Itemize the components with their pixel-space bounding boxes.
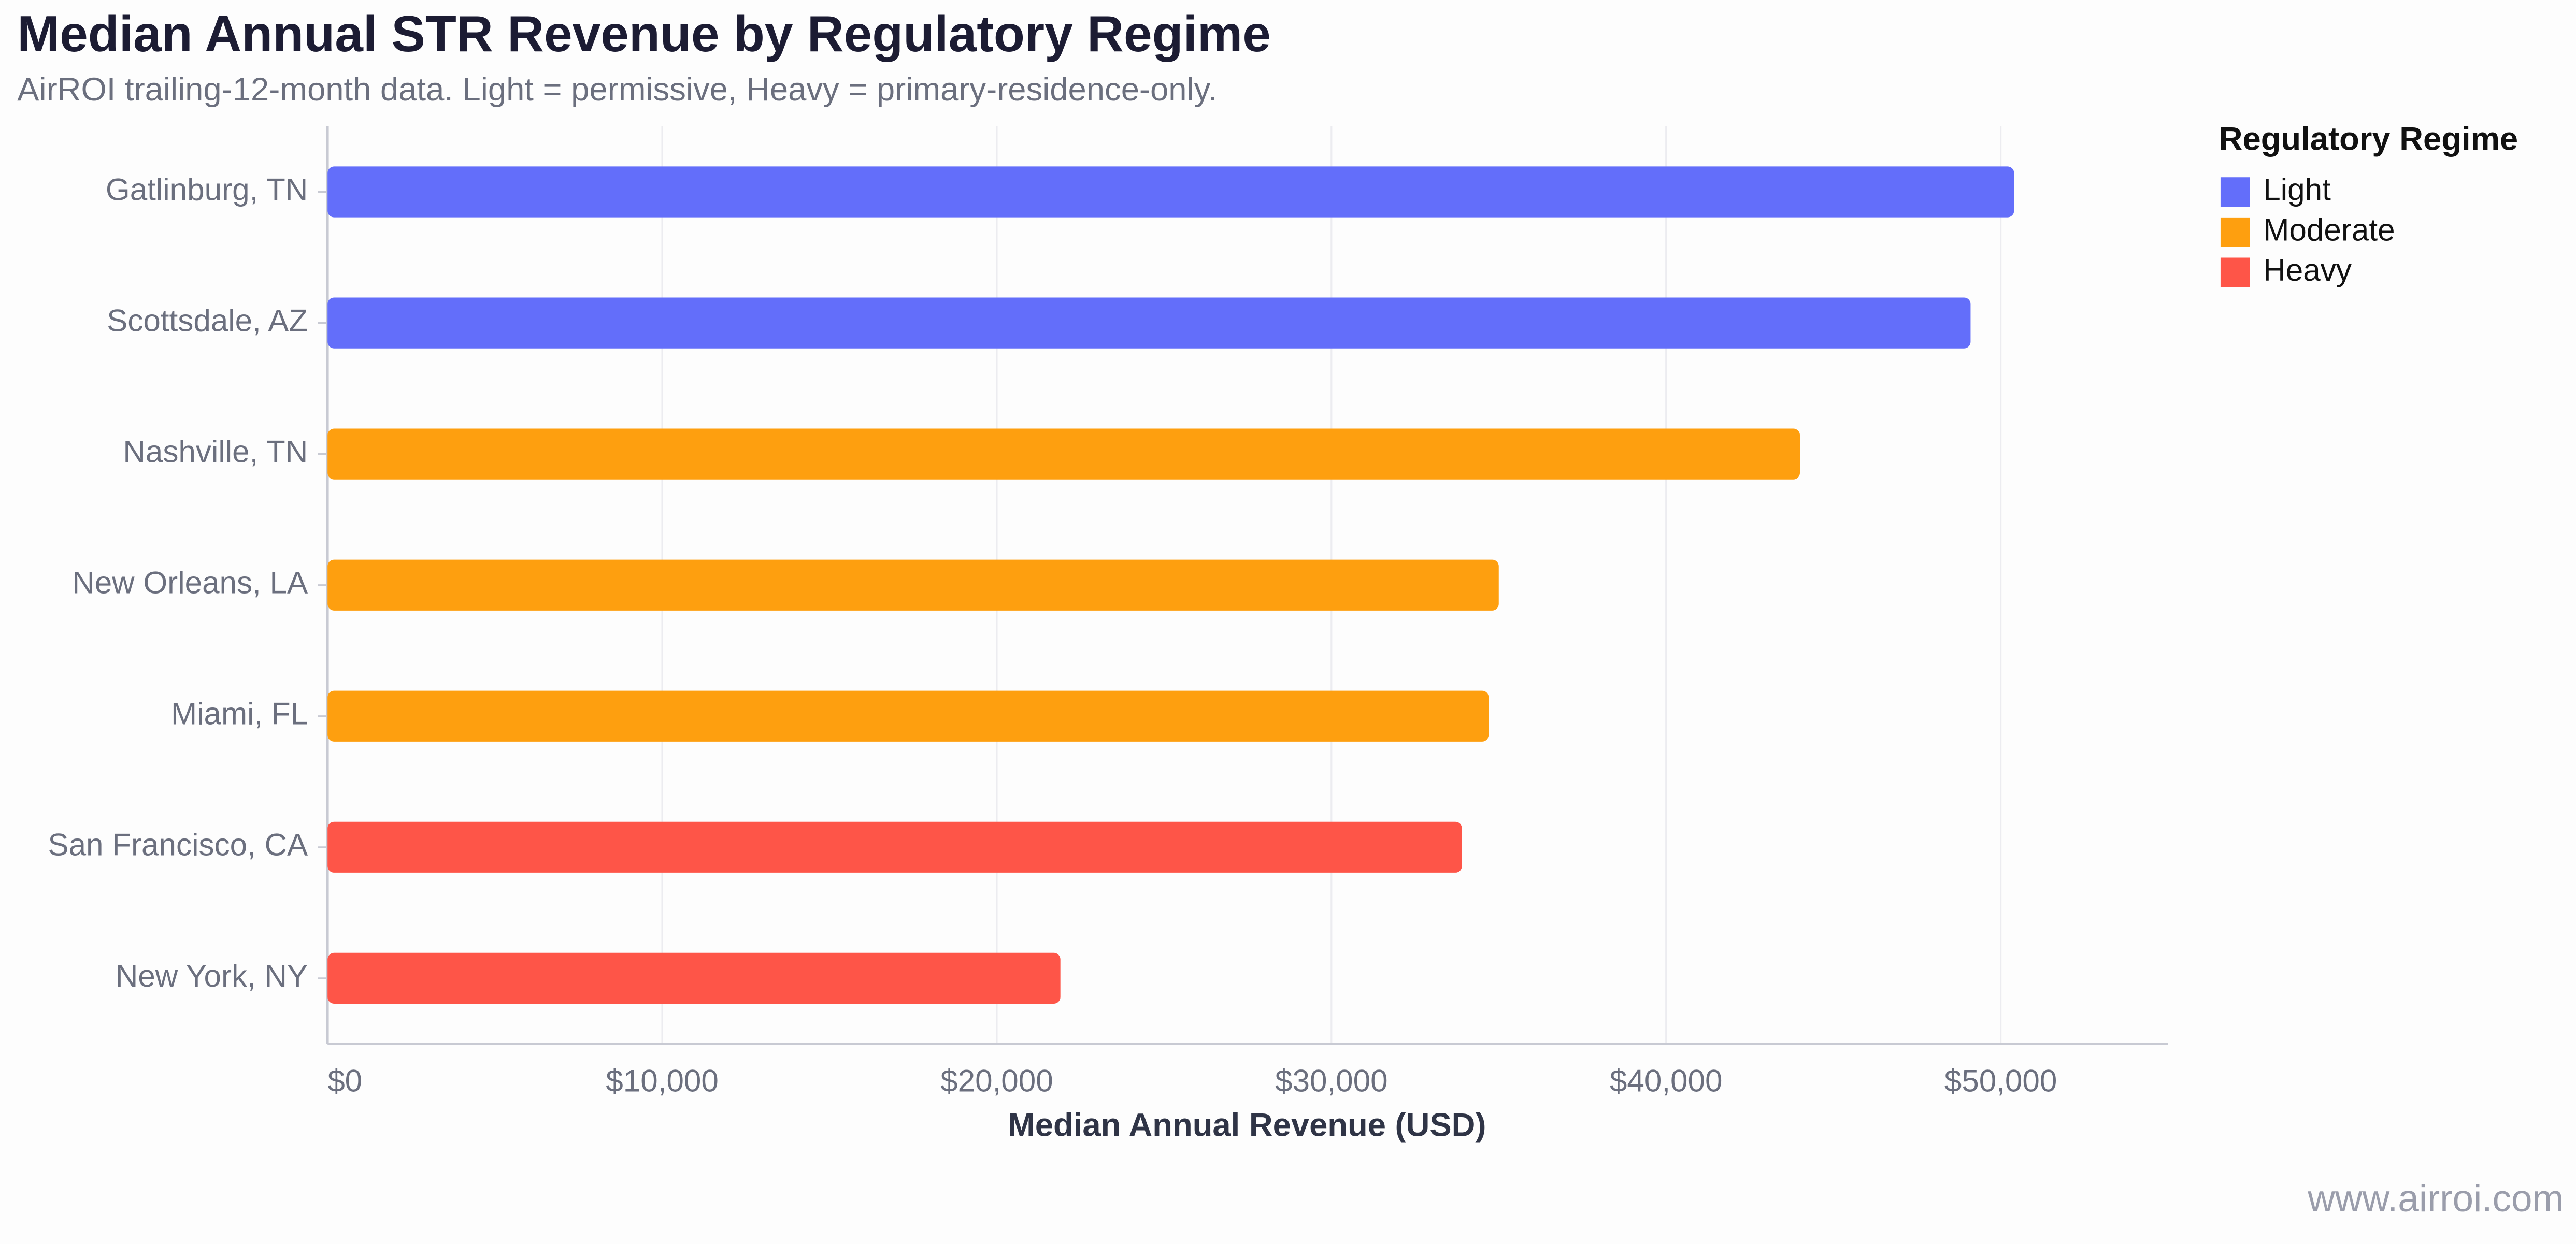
y-tick-label: San Francisco, CA: [48, 828, 308, 862]
legend-swatch: [2220, 257, 2250, 287]
y-tick-label: New Orleans, LA: [72, 566, 308, 600]
watermark: www.airroi.com: [2307, 1178, 2564, 1220]
x-tick-label: $20,000: [940, 1063, 1053, 1098]
chart-title: Median Annual STR Revenue by Regulatory …: [17, 5, 1271, 62]
y-tick-label: New York, NY: [116, 959, 308, 993]
legend-title: Regulatory Regime: [2219, 121, 2518, 157]
x-tick-label: $10,000: [606, 1063, 719, 1098]
x-tick-label: $30,000: [1275, 1063, 1388, 1098]
y-tick-label: Miami, FL: [171, 697, 308, 731]
x-tick-label: $0: [327, 1063, 362, 1098]
x-tick-label: $40,000: [1610, 1063, 1723, 1098]
legend-swatch: [2220, 177, 2250, 207]
bar: [327, 297, 1971, 349]
y-tick-label: Nashville, TN: [123, 435, 308, 469]
bar: [327, 821, 1462, 873]
bar: [327, 952, 1061, 1004]
y-tick-label: Scottsdale, AZ: [107, 303, 308, 338]
x-tick-label: $50,000: [1944, 1063, 2057, 1098]
bar: [327, 690, 1489, 742]
legend-label: Light: [2263, 172, 2331, 207]
bar: [327, 428, 1800, 480]
legend-label: Heavy: [2263, 253, 2352, 287]
bar: [327, 559, 1499, 611]
legend-swatch: [2220, 217, 2250, 247]
chart-subtitle: AirROI trailing-12-month data. Light = p…: [17, 71, 1217, 108]
legend-label: Moderate: [2263, 212, 2395, 247]
bar: [327, 166, 2014, 218]
x-axis-title: Median Annual Revenue (USD): [1008, 1107, 1486, 1144]
y-tick-label: Gatlinburg, TN: [106, 172, 308, 207]
